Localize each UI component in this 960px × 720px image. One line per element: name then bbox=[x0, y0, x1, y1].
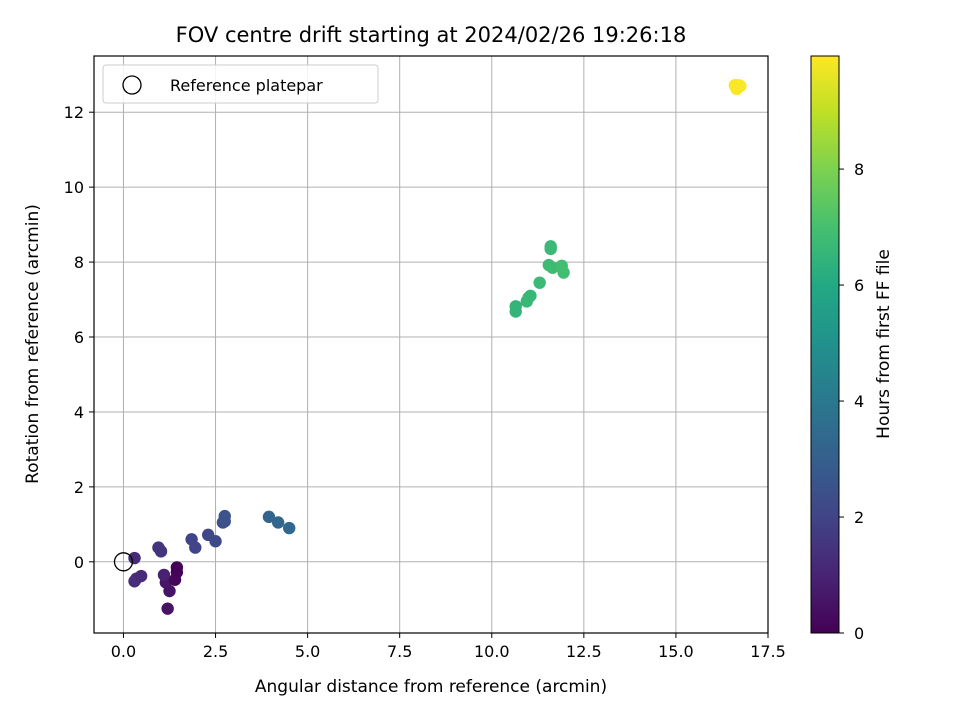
data-point bbox=[524, 289, 537, 302]
data-point bbox=[271, 516, 285, 529]
data-point bbox=[533, 276, 546, 289]
colorbar: 0 2 4 6 8 Hours from first FF file bbox=[810, 55, 894, 643]
x-tick-label: 12.5 bbox=[566, 642, 602, 661]
data-point bbox=[262, 510, 276, 524]
chart-title: FOV centre drift starting at 2024/02/26 … bbox=[176, 23, 687, 47]
data-point bbox=[557, 266, 570, 279]
data-point bbox=[544, 240, 557, 253]
colorbar-ticks: 0 2 4 6 8 bbox=[839, 160, 864, 643]
x-tick-label: 17.5 bbox=[750, 642, 786, 661]
data-point bbox=[189, 541, 202, 554]
colorbar-tick-label: 2 bbox=[854, 508, 864, 527]
x-axis-label: Angular distance from reference (arcmin) bbox=[255, 677, 607, 697]
data-point bbox=[161, 602, 174, 615]
legend-marker-reference bbox=[122, 75, 142, 95]
y-tick-label: 6 bbox=[74, 328, 84, 347]
x-tick-label: 7.5 bbox=[387, 642, 412, 661]
y-tick-label: 12 bbox=[64, 103, 84, 122]
legend-label-reference: Reference platepar bbox=[170, 76, 323, 95]
x-axis-ticks: 0.0 2.5 5.0 7.5 10.0 12.5 15.0 17.5 bbox=[111, 633, 786, 661]
legend-box bbox=[102, 64, 379, 104]
plot-frame bbox=[93, 55, 769, 634]
y-tick-label: 10 bbox=[64, 178, 84, 197]
data-point bbox=[509, 305, 522, 318]
colorbar-label: Hours from first FF file bbox=[874, 249, 894, 439]
data-point bbox=[128, 551, 141, 565]
data-point bbox=[134, 569, 148, 583]
x-tick-label: 15.0 bbox=[658, 642, 694, 661]
x-tick-label: 5.0 bbox=[295, 642, 320, 661]
data-point bbox=[218, 515, 231, 528]
reference-layer bbox=[113, 552, 134, 572]
x-tick-label: 2.5 bbox=[203, 642, 228, 661]
data-point bbox=[154, 545, 168, 558]
colorbar-tick-label: 4 bbox=[854, 392, 864, 411]
data-point bbox=[734, 79, 747, 93]
data-point bbox=[157, 568, 171, 582]
reference-point-marker bbox=[113, 552, 134, 572]
x-tick-label: 10.0 bbox=[474, 642, 510, 661]
data-point bbox=[283, 521, 296, 535]
colorbar-gradient bbox=[810, 55, 840, 634]
scatter-points bbox=[128, 79, 747, 615]
colorbar-tick-label: 8 bbox=[854, 160, 864, 179]
x-tick-label: 0.0 bbox=[111, 642, 136, 661]
data-point bbox=[546, 261, 559, 274]
y-axis-label: Rotation from reference (arcmin) bbox=[23, 204, 43, 484]
y-tick-label: 2 bbox=[74, 478, 84, 497]
data-point bbox=[170, 561, 184, 574]
legend: Reference platepar bbox=[102, 64, 379, 104]
y-tick-label: 0 bbox=[74, 553, 84, 572]
colorbar-tick-label: 0 bbox=[854, 624, 864, 643]
y-tick-label: 8 bbox=[74, 253, 84, 272]
data-point bbox=[209, 535, 222, 548]
colorbar-tick-label: 6 bbox=[854, 276, 864, 295]
y-tick-label: 4 bbox=[74, 403, 84, 422]
y-axis-ticks: 0 2 4 6 8 10 12 bbox=[64, 103, 94, 572]
